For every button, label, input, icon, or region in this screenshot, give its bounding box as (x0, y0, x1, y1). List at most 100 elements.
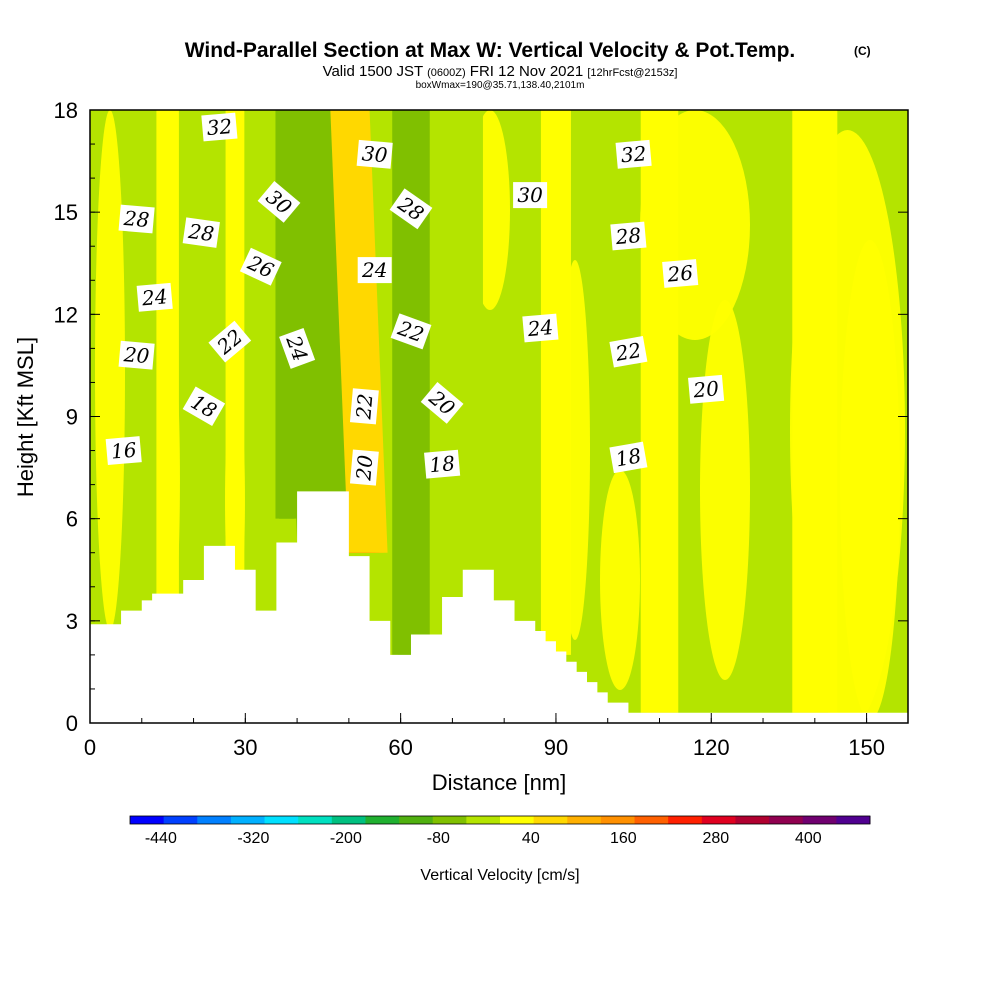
x-tick-label: 150 (848, 735, 885, 760)
velocity-patch-positive (840, 240, 900, 720)
contour-label-text: 22 (613, 338, 643, 366)
velocity-band (392, 110, 430, 655)
contour-label-text: 28 (122, 206, 150, 232)
contour-label-text: 16 (110, 438, 138, 464)
contour-label-box (349, 449, 379, 486)
terrain (90, 491, 908, 723)
contour-label-box (609, 441, 648, 474)
velocity-patch-positive (95, 110, 125, 630)
y-tick-label: 3 (66, 609, 78, 634)
x-tick-label: 60 (388, 735, 412, 760)
colorbar-tick-label: -440 (145, 830, 177, 847)
contour-label-box (208, 320, 252, 363)
colorbar-segment (668, 816, 703, 824)
contour-label-box (136, 282, 173, 312)
colorbar-segment (567, 816, 602, 824)
colorbar-segment (500, 816, 535, 824)
contour-label-box (201, 112, 238, 142)
colorbar-segment (836, 816, 871, 824)
y-tick-label: 15 (54, 200, 78, 225)
velocity-band (156, 110, 179, 621)
contour-label: 22 (349, 388, 379, 425)
contour-label-text: 18 (614, 443, 643, 471)
contour-label-box (420, 382, 464, 424)
colorbar-segment (769, 816, 804, 824)
contour-label-text: 20 (691, 376, 720, 402)
contour-label: 28 (182, 217, 220, 248)
colorbar-segment (264, 816, 299, 824)
contour-label-box (182, 386, 226, 427)
contour-label-box (389, 188, 433, 230)
contour-label-text: 24 (140, 284, 168, 310)
chart-title-mark: (C) (854, 44, 871, 58)
contour-label-box (105, 436, 142, 466)
colorbar-segment (533, 816, 568, 824)
subtitle-fcst: [12hrFcst@2153z] (587, 67, 677, 79)
contour-label-box (239, 247, 282, 286)
colorbar-tick-label: 400 (795, 830, 822, 847)
contour-label-text: 28 (614, 223, 642, 249)
colorbar-segment (634, 816, 669, 824)
contour-label-box (182, 217, 220, 248)
contour-label-box (118, 204, 155, 234)
contour-label: 24 (136, 282, 173, 312)
colorbar-segment (600, 816, 636, 824)
x-axis-label: Distance [nm] (432, 770, 567, 795)
colorbar-tick-label: 160 (610, 830, 637, 847)
contour-label: 20 (688, 374, 725, 404)
contour-label: 28 (118, 204, 155, 234)
contour-label-text: 20 (122, 342, 151, 368)
velocity-band (640, 110, 679, 713)
colorbar-frame (129, 815, 871, 825)
colorbar-tick-label: 40 (522, 830, 540, 847)
colorbar-segment (466, 816, 501, 824)
x-tick-label: 90 (544, 735, 568, 760)
colorbar-segment (735, 816, 770, 824)
contour-label: 24 (522, 313, 559, 343)
colorbar-segment (331, 816, 366, 824)
contour-label-text: 24 (526, 315, 554, 341)
contour-label: 24 (357, 257, 392, 284)
colorbar-segment (432, 816, 467, 824)
contour-label-box (349, 388, 379, 425)
y-tick-label: 6 (66, 507, 78, 532)
colorbar-segment (163, 816, 198, 824)
velocity-band (540, 110, 571, 655)
contour-label-box (424, 449, 461, 479)
contour-label-text: 18 (428, 451, 455, 477)
contour-label-box (662, 259, 699, 288)
contour-label: 32 (201, 112, 238, 142)
x-tick-label: 0 (84, 735, 96, 760)
velocity-band (275, 110, 298, 519)
contour-label-text: 32 (620, 141, 647, 167)
x-tick-label: 120 (693, 735, 730, 760)
colorbar-tick-label: -320 (237, 830, 269, 847)
y-tick-label: 12 (54, 302, 78, 327)
contour-label-box (279, 327, 316, 369)
y-tick-label: 9 (66, 405, 78, 430)
colorbar-segment (197, 816, 232, 824)
velocity-patch-positive (600, 470, 640, 690)
subtitle-date: FRI 12 Nov 2021 (470, 63, 583, 80)
contour-label-box (390, 313, 432, 350)
contour-label-text: 32 (206, 114, 233, 140)
terrain-fill (90, 491, 908, 723)
colorbar-tick-label: -200 (330, 830, 362, 847)
contour-label: 20 (118, 340, 155, 370)
chart-box-info: boxWmax=190@35.71,138.40,2101m (416, 80, 585, 91)
contour-label-text: 22 (351, 393, 377, 421)
y-tick-label: 0 (66, 711, 78, 736)
colorbar-segment (230, 816, 266, 824)
contour-label-text: 30 (361, 141, 389, 167)
contour-label-text: 20 (351, 454, 377, 483)
contour-label-text: 30 (517, 183, 543, 207)
velocity-band (792, 110, 838, 713)
contour-label: 26 (662, 259, 699, 288)
colorbar-segment (399, 816, 434, 824)
contour-label: 28 (610, 221, 647, 251)
colorbar-tick-label: 280 (702, 830, 729, 847)
contour-label-text: 26 (665, 260, 694, 286)
colorbar: -440 -320 -200 -80 40 160 280 400 (129, 815, 871, 847)
contour-label: 22 (609, 336, 648, 368)
